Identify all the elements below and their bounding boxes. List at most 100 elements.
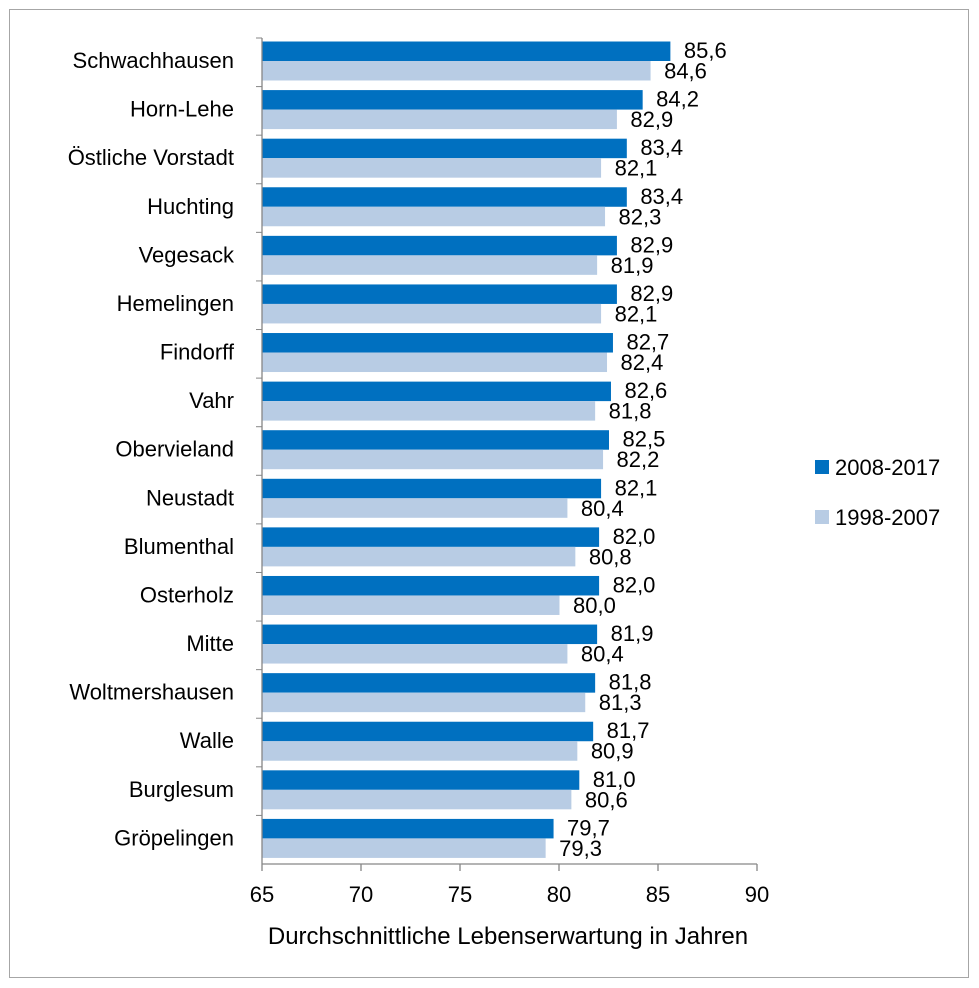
bar-series-2: [262, 595, 560, 615]
bar-series-2: [262, 255, 598, 275]
category-label: Osterholz: [140, 582, 234, 607]
data-label: 80,4: [581, 642, 624, 667]
data-label: 81,8: [609, 670, 652, 695]
value-labels-group: 85,684,684,282,983,482,183,482,382,981,9…: [559, 38, 727, 861]
category-label: Hemelingen: [117, 291, 234, 316]
category-label: Neustadt: [146, 485, 234, 510]
data-label: 79,7: [567, 815, 610, 840]
bar-series-2: [262, 206, 606, 227]
data-label: 84,2: [656, 87, 699, 112]
x-tick-labels-group: 65 70 75 80 85 90: [250, 882, 769, 907]
bar-series-2: [262, 741, 578, 761]
legend: 2008-2017 1998-2007: [815, 455, 940, 530]
category-label: Schwachhausen: [73, 48, 234, 73]
x-tick-label: 75: [448, 882, 472, 907]
bar-series-1: [262, 187, 627, 207]
data-label: 80,8: [589, 544, 632, 569]
bar-series-1: [262, 430, 609, 450]
bar-series-1: [262, 381, 611, 402]
data-label: 84,6: [664, 59, 707, 84]
bar-series-2: [262, 158, 602, 178]
data-label: 79,3: [559, 836, 602, 861]
axes-group: [256, 37, 758, 871]
legend-swatch: [815, 510, 829, 524]
x-tick-label: 80: [547, 882, 571, 907]
bar-series-1: [262, 770, 580, 790]
category-label: Huchting: [147, 194, 234, 219]
bar-series-1: [262, 527, 600, 547]
bar-series-1: [262, 624, 598, 645]
category-label: Östliche Vorstadt: [68, 145, 234, 170]
category-label: Burglesum: [129, 777, 234, 802]
bar-series-2: [262, 498, 568, 518]
bar-series-2: [262, 449, 604, 470]
data-label: 81,0: [593, 767, 636, 792]
data-label: 82,7: [626, 330, 669, 355]
category-label: Obervieland: [115, 437, 234, 462]
data-label: 80,6: [585, 787, 628, 812]
category-label: Vegesack: [139, 242, 235, 267]
category-label: Walle: [180, 728, 234, 753]
bar-series-1: [262, 478, 602, 499]
data-label: 85,6: [684, 38, 727, 63]
data-label: 81,9: [611, 621, 654, 646]
x-tick-label: 90: [745, 882, 769, 907]
bar-series-2: [262, 789, 572, 810]
data-label: 81,9: [611, 253, 654, 278]
bar-series-1: [262, 235, 617, 256]
bar-series-2: [262, 352, 608, 373]
bar-series-1: [262, 284, 617, 304]
bar-series-1: [262, 818, 554, 839]
legend-label: 2008-2017: [835, 455, 940, 480]
x-tick-label: 70: [349, 882, 373, 907]
data-label: 82,0: [613, 524, 656, 549]
data-label: 82,1: [615, 156, 658, 181]
data-label: 82,1: [615, 475, 658, 500]
bars-group: [262, 41, 671, 858]
data-label: 82,6: [624, 378, 667, 403]
bar-series-2: [262, 838, 546, 858]
bar-series-1: [262, 333, 613, 353]
data-label: 82,0: [613, 572, 656, 597]
category-label: Mitte: [186, 631, 234, 656]
data-label: 82,3: [619, 204, 662, 229]
legend-label: 1998-2007: [835, 505, 940, 530]
bar-series-2: [262, 401, 596, 421]
bar-series-2: [262, 303, 602, 324]
category-label: Blumenthal: [124, 534, 234, 559]
x-tick-label: 65: [250, 882, 274, 907]
bar-series-2: [262, 692, 586, 713]
data-label: 82,2: [617, 447, 660, 472]
data-label: 80,9: [591, 739, 634, 764]
bar-series-1: [262, 138, 627, 159]
bar-series-1: [262, 673, 596, 693]
data-label: 82,1: [615, 301, 658, 326]
data-label: 82,9: [630, 232, 673, 257]
bar-series-1: [262, 721, 594, 742]
bar-series-2: [262, 61, 651, 81]
bar-series-2: [262, 546, 576, 567]
bar-series-1: [262, 90, 643, 110]
bar-series-2: [262, 644, 568, 664]
data-label: 82,9: [630, 281, 673, 306]
data-label: 82,9: [630, 107, 673, 132]
x-axis-label: Durchschnittliche Lebenserwartung in Jah…: [268, 923, 748, 950]
category-label: Woltmershausen: [69, 680, 234, 705]
category-label: Vahr: [189, 388, 234, 413]
category-label: Findorff: [160, 340, 235, 365]
data-label: 81,8: [609, 399, 652, 424]
data-label: 80,4: [581, 496, 624, 521]
bar-series-1: [262, 575, 600, 596]
bar-series-1: [262, 41, 671, 61]
data-label: 83,4: [640, 135, 683, 160]
data-label: 82,5: [623, 427, 666, 452]
category-labels-group: Schwachhausen Horn-Lehe Östliche Vorstadt H…: [68, 48, 235, 850]
data-label: 81,7: [607, 718, 650, 743]
legend-swatch: [815, 460, 829, 474]
category-label: Gröpelingen: [114, 825, 234, 850]
data-label: 83,4: [640, 184, 683, 209]
bar-series-2: [262, 109, 617, 130]
x-tick-label: 85: [646, 882, 670, 907]
data-label: 80,0: [573, 593, 616, 618]
